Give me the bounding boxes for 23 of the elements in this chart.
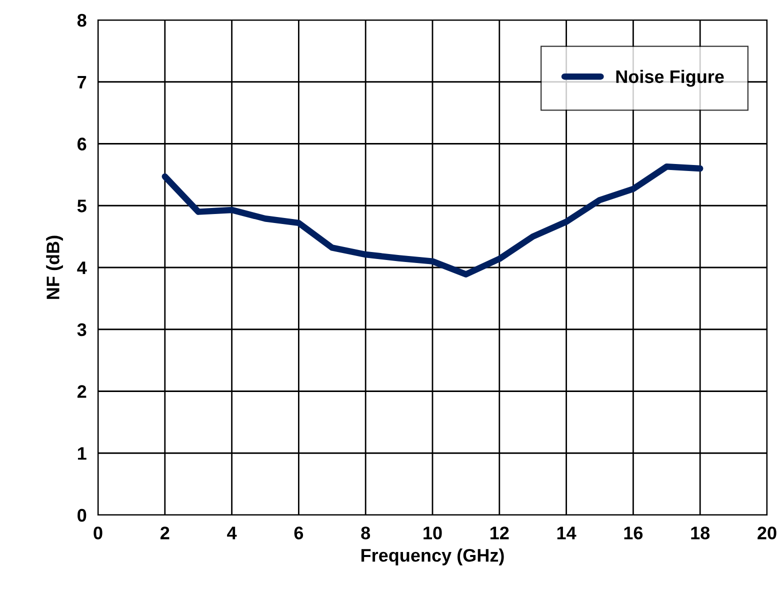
- y-axis-title: NF (dB): [46, 236, 63, 299]
- x-axis-title: Frequency (GHz): [361, 548, 504, 566]
- y-tick-label: 1: [78, 447, 86, 460]
- x-tick-label: 0: [94, 526, 102, 540]
- x-tick-label: 16: [624, 526, 643, 540]
- y-tick-label: 4: [77, 262, 87, 274]
- y-tick-label: 5: [77, 200, 86, 212]
- x-tick-label: 8: [361, 526, 370, 540]
- x-tick-label: 14: [557, 526, 576, 540]
- y-tick-label: 8: [77, 14, 86, 27]
- x-tick-label: 2: [160, 526, 170, 540]
- x-tick-label: 20: [758, 526, 776, 540]
- legend-label: Noise Figure: [616, 70, 724, 87]
- y-tick-label: 6: [78, 138, 86, 150]
- x-tick-label: 6: [294, 526, 304, 540]
- y-tick-label: 2: [77, 385, 86, 398]
- y-tick-label: 3: [77, 323, 86, 336]
- y-tick-label: 7: [78, 76, 86, 88]
- x-tick-label: 12: [490, 526, 509, 540]
- y-tick-label: 0: [78, 508, 86, 522]
- x-tick-label: 4: [227, 526, 237, 540]
- x-tick-label: 18: [691, 526, 710, 540]
- x-tick-label: 10: [424, 526, 442, 540]
